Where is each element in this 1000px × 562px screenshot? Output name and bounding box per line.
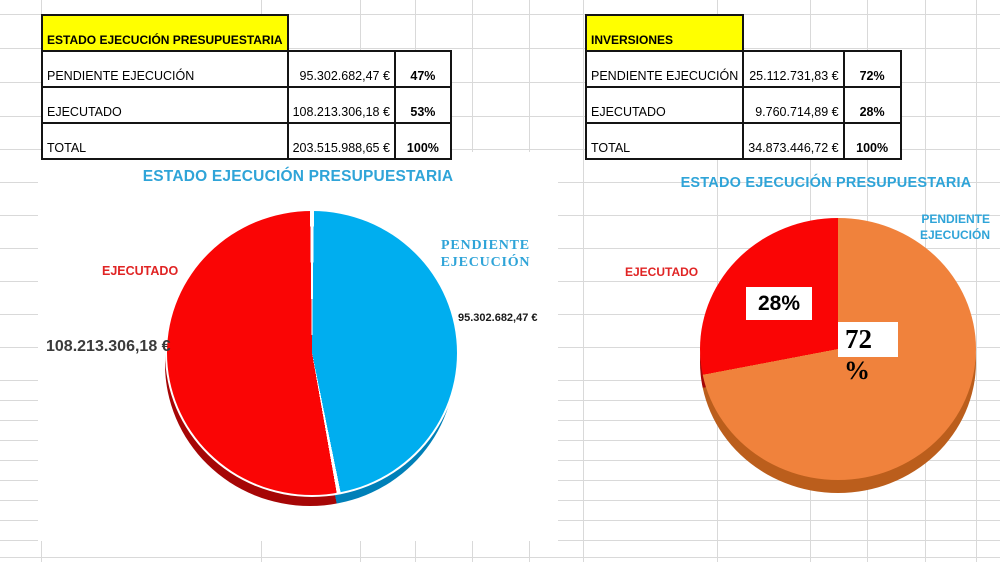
slice-label-pendiente: PENDIENTE EJECUCIÓN	[440, 238, 531, 270]
pie-chart-inversiones[interactable]: ESTADO EJECUCIÓN PRESUPUESTARIA PENDIENT…	[585, 160, 1000, 505]
empty-cell[interactable]	[844, 15, 901, 51]
cell-percent[interactable]: 100%	[393, 122, 452, 160]
empty-cell[interactable]	[743, 15, 843, 51]
cell-value[interactable]: 9.760.714,89 €	[742, 86, 845, 124]
cell-percent[interactable]: 100%	[842, 122, 902, 160]
cell-label[interactable]: EJECUTADO	[584, 86, 745, 124]
pie[interactable]	[165, 209, 459, 497]
empty-cell[interactable]	[395, 15, 451, 51]
slice-label-ejecutado: EJECUTADO	[625, 265, 699, 279]
slice-label-pendiente: PENDIENTE EJECUCIÓN	[919, 212, 990, 242]
pie-chart-presupuestaria[interactable]: ESTADO EJECUCIÓN PRESUPUESTARIA EJECUTAD…	[38, 152, 558, 541]
cell-value[interactable]: 108.213.306,18 €	[286, 86, 396, 124]
cell-label[interactable]: PENDIENTE EJECUCIÓN	[584, 50, 745, 88]
cell-value[interactable]: 25.112.731,83 €	[742, 50, 845, 88]
cell-percent[interactable]: 53%	[393, 86, 452, 124]
cell-value[interactable]: 34.873.446,72 €	[742, 122, 845, 160]
table-header-cell[interactable]: ESTADO EJECUCIÓN PRESUPUESTARIA	[41, 14, 289, 52]
data-label-72: 72	[838, 322, 898, 357]
cell-percent[interactable]: 47%	[393, 50, 452, 88]
data-label-ejecutado-amount: 108.213.306,18 €	[46, 338, 171, 355]
table-inversiones: INVERSIONES PENDIENTE EJECUCIÓN 25.112.7…	[584, 14, 902, 160]
cell-value[interactable]: 203.515.988,65 €	[286, 122, 396, 160]
cell-value[interactable]: 95.302.682,47 €	[286, 50, 396, 88]
cell-label[interactable]: TOTAL	[41, 122, 289, 160]
cell-percent[interactable]: 28%	[842, 86, 902, 124]
chart-title: ESTADO EJECUCIÓN PRESUPUESTARIA	[680, 175, 972, 191]
data-label-72-percent-sign: %	[844, 356, 870, 385]
table-header-cell[interactable]: INVERSIONES	[584, 14, 745, 52]
cell-label[interactable]: PENDIENTE EJECUCIÓN	[41, 50, 289, 88]
slice-label-ejecutado: EJECUTADO	[102, 264, 179, 278]
table-presupuestaria: ESTADO EJECUCIÓN PRESUPUESTARIA PENDIENT…	[41, 14, 452, 160]
data-label-pendiente-amount: 95.302.682,47 €	[458, 312, 538, 324]
data-label-28pct: 28%	[746, 287, 812, 320]
cell-percent[interactable]: 72%	[842, 50, 902, 88]
cell-label[interactable]: EJECUTADO	[41, 86, 289, 124]
cell-label[interactable]: TOTAL	[584, 122, 745, 160]
chart-title: ESTADO EJECUCIÓN PRESUPUESTARIA	[142, 168, 454, 185]
empty-cell[interactable]	[288, 15, 395, 51]
